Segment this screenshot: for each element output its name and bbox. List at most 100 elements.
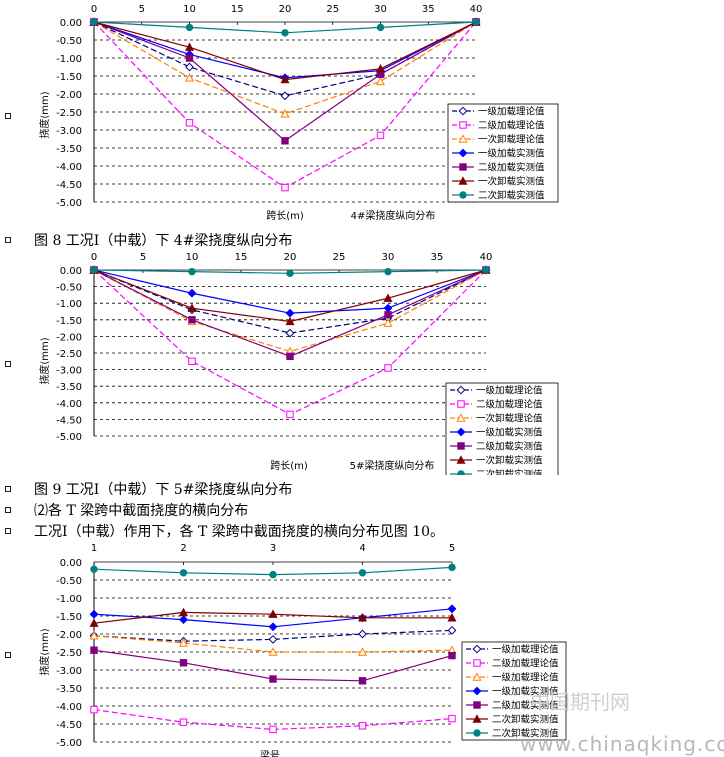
y-tick-label: -0.50 (56, 576, 82, 587)
y-tick-label: -1.00 (56, 299, 82, 310)
data-point (185, 119, 194, 127)
x-tick-label: 20 (279, 4, 292, 15)
series-2 (90, 705, 456, 734)
x-tick-label: 40 (470, 4, 483, 15)
data-point (268, 634, 278, 644)
legend-marker (456, 455, 466, 464)
y-tick-label: -4.50 (56, 180, 82, 191)
y-tick-label: 0.00 (60, 266, 82, 277)
data-point (185, 23, 194, 32)
x-tick-label: 25 (333, 252, 346, 263)
series-2 (90, 266, 490, 419)
x-tick-label: 30 (374, 4, 387, 15)
legend-marker (473, 729, 481, 737)
data-point (185, 62, 194, 72)
y-tick-label: 0.00 (60, 18, 82, 29)
x-tick-label: 5 (449, 543, 455, 554)
data-point (285, 328, 295, 338)
data-point (269, 570, 277, 579)
data-point (375, 64, 386, 73)
y-tick-label: -2.50 (56, 349, 82, 360)
y-tick-label: -2.50 (56, 648, 82, 659)
series-2 (90, 18, 480, 192)
y-tick-label: -2.00 (56, 332, 82, 343)
y-tick-label: -0.50 (56, 283, 82, 294)
legend-label: 一级加载理论值 (476, 385, 543, 397)
x-tick-label: 10 (183, 4, 196, 15)
data-point (269, 675, 277, 683)
series-7 (90, 18, 480, 37)
legend-label: 一级加载理论值 (492, 644, 559, 656)
data-point (187, 288, 197, 298)
data-point (358, 569, 367, 577)
data-point (383, 318, 393, 327)
data-point (358, 722, 367, 730)
data-point (188, 357, 196, 365)
data-point (472, 18, 480, 26)
legend: 一级加载理论值二级加载理论值一次卸载理论值一级加载实测值二级加载实测值一次卸载实… (445, 382, 559, 476)
series-line (93, 269, 487, 334)
x-tick-label: 40 (480, 252, 493, 263)
legend-marker (473, 701, 481, 709)
legend-marker (456, 385, 466, 395)
y-tick-label: -1.00 (56, 594, 82, 605)
data-point (384, 311, 392, 319)
data-point (384, 267, 392, 276)
legend-marker (458, 106, 468, 116)
x-tick-label: 25 (326, 4, 339, 15)
data-point (178, 607, 189, 617)
series-7 (90, 563, 456, 579)
x-tick-label: 10 (186, 252, 199, 263)
legend-marker (472, 714, 482, 723)
data-point (90, 266, 98, 274)
legend: 一级加载理论值二级加载理论值一级加载理论值一级加载实测值二级加载实测值二次卸载实… (461, 641, 567, 741)
bullet (5, 113, 11, 119)
legend-label: 一级加载理论值 (478, 106, 545, 118)
y-tick-label: 0.00 (60, 558, 82, 569)
y-tick-label: -3.50 (56, 684, 82, 695)
legend-marker (456, 427, 466, 437)
data-point (268, 647, 278, 656)
bullet (5, 507, 11, 513)
legend-marker (459, 121, 467, 129)
legend-label: 二次卸载实测值 (476, 469, 543, 476)
data-point (286, 269, 294, 278)
data-point (358, 629, 367, 639)
y-tick-label: -4.00 (56, 399, 82, 410)
data-point (90, 705, 98, 714)
y-tick-label: -1.00 (56, 54, 82, 65)
data-point (285, 316, 295, 326)
x-tick-label: 15 (231, 4, 244, 15)
legend-label: 一级加载实测值 (492, 686, 559, 698)
y-tick-label: -2.00 (56, 90, 82, 101)
legend-marker (473, 659, 481, 667)
y-tick-label: -3.50 (56, 382, 82, 393)
data-point (184, 73, 195, 82)
data-point (90, 18, 98, 26)
data-point (178, 638, 189, 647)
legend-label: 二级加载理论值 (476, 399, 543, 411)
data-point (375, 76, 386, 86)
data-point (185, 54, 194, 62)
x-tick-label: 3 (270, 543, 276, 554)
legend-label: 一次卸载实测值 (476, 455, 543, 467)
data-point (447, 604, 457, 614)
data-point (89, 609, 99, 619)
y-tick-label: -5.00 (56, 432, 82, 443)
watermark-cn: 中国期刊网 (530, 690, 630, 714)
legend-label: 一次卸载理论值 (476, 413, 543, 425)
y-tick-label: -4.00 (56, 702, 82, 713)
data-point (188, 316, 196, 324)
data-point (384, 364, 392, 372)
data-point (281, 137, 289, 145)
data-point (286, 410, 294, 419)
series-5 (90, 646, 456, 685)
data-point (383, 303, 393, 313)
data-point (448, 714, 456, 723)
legend-label: 一级加载实测值 (476, 427, 543, 439)
legend-marker (472, 686, 482, 696)
y-tick-label: -1.50 (56, 72, 82, 83)
series-line (93, 21, 477, 189)
data-point (357, 613, 368, 622)
x-tick-label: 0 (91, 252, 97, 263)
